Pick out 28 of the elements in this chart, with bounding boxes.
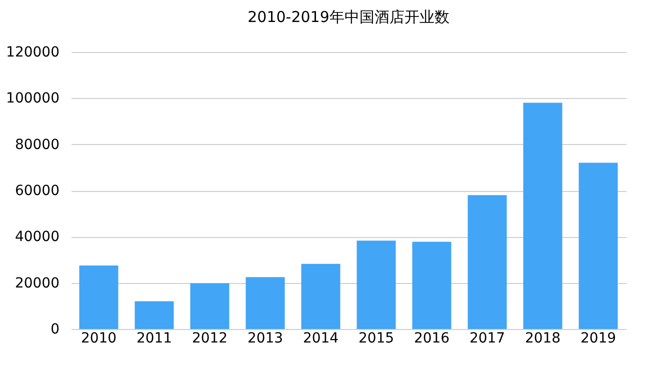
y-tick-label: 100000 (6, 90, 60, 107)
x-tick-label: 2016 (414, 330, 450, 346)
y-tick-label: 40000 (14, 229, 60, 246)
x-tick-label: 2011 (136, 330, 172, 346)
bar (578, 162, 618, 329)
chart-title: 2010-2019年中国酒店开业数 (248, 8, 450, 26)
x-tick-label: 2019 (580, 330, 616, 346)
bar (356, 240, 396, 329)
bar (468, 195, 507, 329)
bar (79, 266, 118, 329)
y-tick-label: 120000 (6, 44, 60, 60)
y-tick-label: 80000 (14, 136, 60, 153)
x-tick-label: 2014 (302, 330, 339, 346)
y-tick-label: 0 (50, 322, 60, 338)
x-tick-label: 2013 (247, 330, 284, 346)
bar (523, 102, 562, 329)
bar (246, 277, 285, 329)
bar (134, 301, 174, 329)
x-tick-label: 2012 (192, 330, 228, 346)
x-tick-label: 2017 (469, 330, 506, 346)
y-tick-label: 20000 (14, 275, 60, 292)
x-tick-label: 2015 (358, 330, 394, 346)
y-tick-label: 60000 (14, 183, 60, 199)
bar (301, 264, 340, 329)
bar (190, 283, 230, 329)
x-tick-label: 2018 (524, 330, 561, 346)
bar (412, 242, 452, 329)
x-tick-label: 2010 (80, 330, 117, 346)
